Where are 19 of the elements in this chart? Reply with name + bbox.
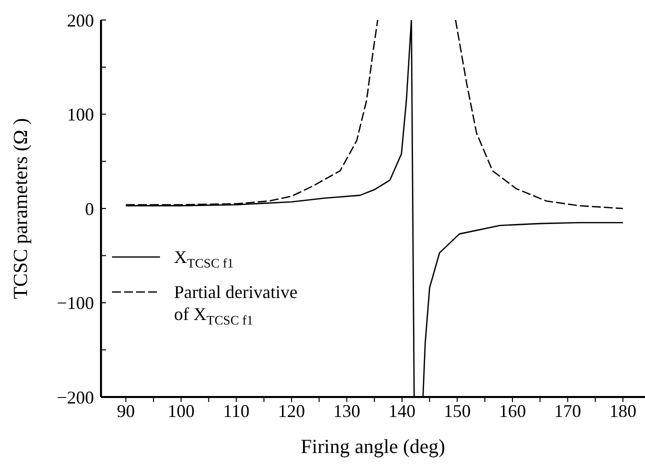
x-tick-label: 130: [333, 400, 360, 421]
y-tick-label: −100: [56, 293, 94, 314]
x-tick-label: 110: [223, 400, 250, 421]
y-tick-label: 200: [67, 10, 94, 30]
x-tick-label: 90: [116, 400, 135, 421]
x-tick-label: 180: [609, 400, 636, 421]
x-tick-label: 140: [388, 400, 416, 421]
legend-label: X$_{TCSC f1}$: [174, 247, 234, 271]
y-axis-title: TCSC parameters (Ω ): [10, 118, 32, 299]
x-axis-title: Firing angle (deg): [300, 436, 446, 458]
x-tick-label: 150: [444, 400, 471, 421]
y-tick-label: −200: [56, 387, 94, 408]
x-tick-label: 120: [278, 400, 306, 421]
legend-label: Partial derivative of X$_{TCSC f1}$: [174, 282, 298, 328]
y-tick-label: 0: [85, 198, 94, 219]
x-tick-label: 100: [168, 400, 195, 421]
x-tick-label: 170: [554, 400, 582, 421]
y-tick-label: 100: [67, 104, 94, 125]
x-tick-label: 160: [498, 400, 526, 421]
